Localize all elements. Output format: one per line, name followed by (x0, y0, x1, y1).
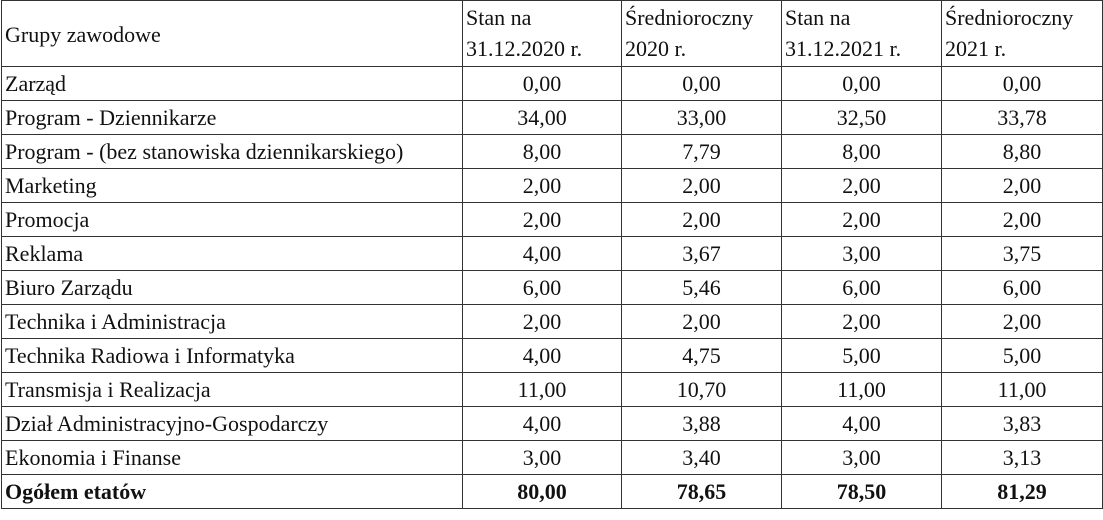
data-row: Reklama 4,00 3,67 3,00 3,75 (1, 236, 1103, 271)
cell: 2,00 (621, 304, 782, 339)
cell: 5,00 (781, 338, 942, 373)
cell: 11,00 (781, 372, 942, 407)
cell: 2,00 (941, 304, 1103, 339)
cell: 0,00 (621, 66, 782, 101)
cell: 2,00 (462, 168, 622, 203)
cell: 6,00 (781, 270, 942, 305)
cell: 33,78 (941, 100, 1103, 135)
cell: 7,79 (621, 134, 782, 169)
row-label: Marketing (1, 168, 463, 203)
cell: Stan na 31.12.2021 r. (781, 0, 942, 67)
total-row: Ogółem etatów 80,00 78,65 78,50 81,29 (1, 474, 1103, 509)
cell: 32,50 (781, 100, 942, 135)
cell: 2,00 (621, 202, 782, 237)
cell: 3,00 (781, 440, 942, 475)
row-label: Program - (bez stanowiska dziennikarskie… (1, 134, 463, 169)
cell: 78,65 (621, 474, 782, 509)
cell: 4,00 (781, 406, 942, 441)
cell: 3,67 (621, 236, 782, 271)
row-label: Transmisja i Realizacja (1, 372, 463, 407)
cell: 3,00 (781, 236, 942, 271)
cell: 6,00 (462, 270, 622, 305)
row-label: Ogółem etatów (1, 474, 463, 509)
row-label: Technika Radiowa i Informatyka (1, 338, 463, 373)
header-row: Grupy zawodowe Stan na 31.12.2020 r. Średn… (1, 0, 1103, 67)
cell: 0,00 (941, 66, 1103, 101)
data-row: Program - Dziennikarze 34,00 33,00 32,50 33,… (1, 100, 1103, 135)
cell: 5,46 (621, 270, 782, 305)
row-label: Zarząd (1, 66, 463, 101)
cell: 2,00 (941, 202, 1103, 237)
cell: 3,13 (941, 440, 1103, 475)
row-label: Technika i Administracja (1, 304, 463, 339)
data-row: Program - (bez stanowiska dziennikarskie… (1, 134, 1103, 169)
cell: 2,00 (781, 202, 942, 237)
data-row: Zarząd 0,00 0,00 0,00 0,00 (1, 66, 1103, 101)
row-label: Biuro Zarządu (1, 270, 463, 305)
cell: 2,00 (462, 304, 622, 339)
cell: Średnioroczny 2020 r. (621, 0, 782, 67)
cell: Stan na 31.12.2020 r. (462, 0, 622, 67)
cell: 2,00 (781, 304, 942, 339)
cell: 6,00 (941, 270, 1103, 305)
cell: 34,00 (462, 100, 622, 135)
cell: 11,00 (462, 372, 622, 407)
staff-table: Grupy zawodowe Stan na 31.12.2020 r. Średn… (1, 0, 1103, 509)
data-row: Dział Administracyjno-Gospodarczy 4,00 3,8… (1, 406, 1103, 441)
cell: 3,75 (941, 236, 1103, 271)
table-body: Grupy zawodowe Stan na 31.12.2020 r. Średn… (1, 0, 1103, 509)
data-row: Technika Radiowa i Informatyka 4,00 4,75 5,… (1, 338, 1103, 373)
cell: 3,40 (621, 440, 782, 475)
cell: 4,00 (462, 236, 622, 271)
row-label: Reklama (1, 236, 463, 271)
cell: 2,00 (462, 202, 622, 237)
cell: 2,00 (941, 168, 1103, 203)
cell: 0,00 (462, 66, 622, 101)
cell: 78,50 (781, 474, 942, 509)
row-label: Program - Dziennikarze (1, 100, 463, 135)
data-row: Marketing 2,00 2,00 2,00 2,00 (1, 168, 1103, 203)
row-label: Grupy zawodowe (1, 0, 463, 67)
cell: 10,70 (621, 372, 782, 407)
cell: 8,00 (781, 134, 942, 169)
cell: 0,00 (781, 66, 942, 101)
cell: 5,00 (941, 338, 1103, 373)
cell: 8,00 (462, 134, 622, 169)
data-row: Biuro Zarządu 6,00 5,46 6,00 6,00 (1, 270, 1103, 305)
row-label: Ekonomia i Finanse (1, 440, 463, 475)
cell: 3,83 (941, 406, 1103, 441)
cell: 4,00 (462, 406, 622, 441)
cell: 4,00 (462, 338, 622, 373)
cell: 2,00 (781, 168, 942, 203)
cell: 11,00 (941, 372, 1103, 407)
cell: 33,00 (621, 100, 782, 135)
cell: 8,80 (941, 134, 1103, 169)
cell: 80,00 (462, 474, 622, 509)
cell: 4,75 (621, 338, 782, 373)
cell: 2,00 (621, 168, 782, 203)
cell: 81,29 (941, 474, 1103, 509)
data-row: Ekonomia i Finanse 3,00 3,40 3,00 3,13 (1, 440, 1103, 475)
cell: 3,88 (621, 406, 782, 441)
data-row: Transmisja i Realizacja 11,00 10,70 11,00 11… (1, 372, 1103, 407)
cell: Średnioroczny 2021 r. (941, 0, 1103, 67)
row-label: Promocja (1, 202, 463, 237)
row-label: Dział Administracyjno-Gospodarczy (1, 406, 463, 441)
data-row: Promocja 2,00 2,00 2,00 2,00 (1, 202, 1103, 237)
data-row: Technika i Administracja 2,00 2,00 2,00 2,00 (1, 304, 1103, 339)
cell: 3,00 (462, 440, 622, 475)
